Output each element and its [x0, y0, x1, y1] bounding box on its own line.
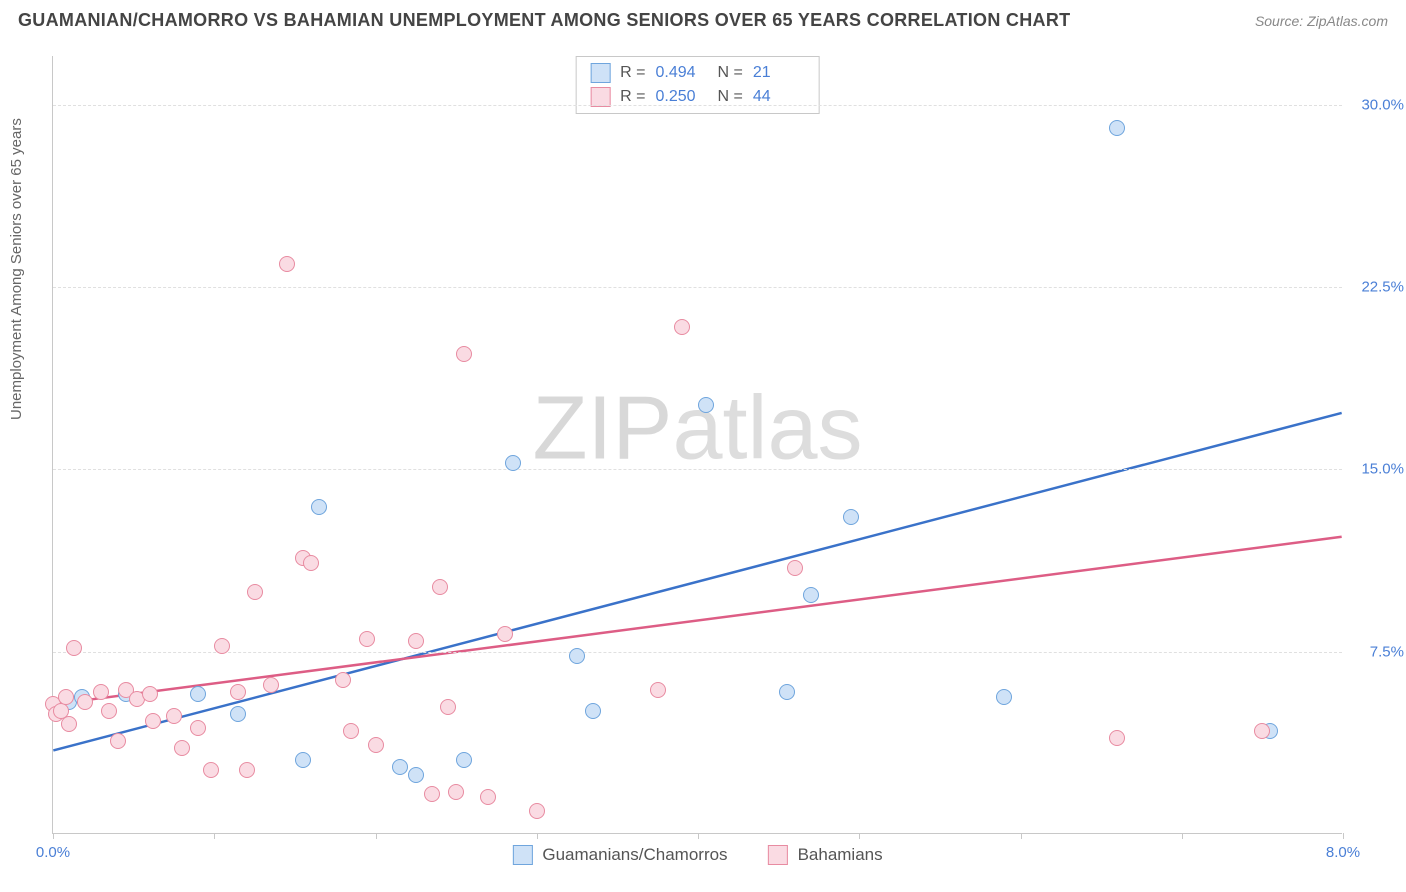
data-point: [480, 789, 496, 805]
stats-n-value: 44: [753, 88, 805, 106]
y-tick-label: 30.0%: [1361, 96, 1404, 113]
data-point: [239, 762, 255, 778]
source-label: Source: ZipAtlas.com: [1255, 13, 1388, 29]
data-point: [101, 703, 117, 719]
stats-r-label: R =: [620, 64, 645, 82]
data-point: [343, 723, 359, 739]
data-point: [1254, 723, 1270, 739]
x-tick: [376, 833, 377, 839]
data-point: [424, 786, 440, 802]
stats-row: R = 0.494 N = 21: [590, 61, 805, 85]
y-tick-label: 22.5%: [1361, 278, 1404, 295]
data-point: [58, 689, 74, 705]
bottom-legend: Guamanians/Chamorros Bahamians: [512, 845, 882, 865]
stats-r-value: 0.494: [656, 64, 708, 82]
data-point: [190, 686, 206, 702]
data-point: [585, 703, 601, 719]
x-tick: [537, 833, 538, 839]
data-point: [263, 677, 279, 693]
data-point: [1109, 120, 1125, 136]
data-point: [674, 319, 690, 335]
legend-label: Guamanians/Chamorros: [542, 845, 727, 865]
trend-lines: [53, 56, 1342, 833]
data-point: [787, 560, 803, 576]
data-point: [408, 633, 424, 649]
data-point: [174, 740, 190, 756]
y-tick-label: 7.5%: [1370, 643, 1404, 660]
data-point: [230, 706, 246, 722]
legend-item: Bahamians: [768, 845, 883, 865]
data-point: [803, 587, 819, 603]
data-point: [295, 752, 311, 768]
y-axis-label: Unemployment Among Seniors over 65 years: [8, 118, 25, 420]
data-point: [190, 720, 206, 736]
data-point: [66, 640, 82, 656]
stats-n-label: N =: [718, 64, 743, 82]
legend-item: Guamanians/Chamorros: [512, 845, 727, 865]
data-point: [93, 684, 109, 700]
data-point: [996, 689, 1012, 705]
trend-line: [53, 413, 1341, 751]
data-point: [448, 784, 464, 800]
x-tick: [1343, 833, 1344, 839]
y-tick-label: 15.0%: [1361, 461, 1404, 478]
data-point: [214, 638, 230, 654]
data-point: [359, 631, 375, 647]
data-point: [497, 626, 513, 642]
gridline-h: [53, 469, 1342, 470]
legend-label: Bahamians: [798, 845, 883, 865]
stats-n-label: N =: [718, 88, 743, 106]
legend-swatch: [768, 845, 788, 865]
x-tick: [698, 833, 699, 839]
data-point: [408, 767, 424, 783]
data-point: [569, 648, 585, 664]
stats-r-value: 0.250: [656, 88, 708, 106]
data-point: [77, 694, 93, 710]
data-point: [1109, 730, 1125, 746]
gridline-h: [53, 652, 1342, 653]
data-point: [843, 509, 859, 525]
data-point: [142, 686, 158, 702]
data-point: [247, 584, 263, 600]
data-point: [529, 803, 545, 819]
data-point: [311, 499, 327, 515]
data-point: [230, 684, 246, 700]
data-point: [303, 555, 319, 571]
stats-n-value: 21: [753, 64, 805, 82]
trend-line: [53, 537, 1341, 705]
chart-plot-area: ZIPatlas R =0.494N =21R =0.250N =44 Guam…: [52, 56, 1342, 834]
gridline-h: [53, 287, 1342, 288]
data-point: [279, 256, 295, 272]
data-point: [110, 733, 126, 749]
x-tick: [859, 833, 860, 839]
data-point: [432, 579, 448, 595]
data-point: [456, 752, 472, 768]
data-point: [505, 455, 521, 471]
x-tick: [1182, 833, 1183, 839]
x-tick: [1021, 833, 1022, 839]
data-point: [650, 682, 666, 698]
x-tick-label: 0.0%: [36, 844, 70, 861]
stats-r-label: R =: [620, 88, 645, 106]
data-point: [61, 716, 77, 732]
data-point: [368, 737, 384, 753]
data-point: [166, 708, 182, 724]
data-point: [145, 713, 161, 729]
x-tick: [53, 833, 54, 839]
x-tick: [214, 833, 215, 839]
data-point: [335, 672, 351, 688]
data-point: [456, 346, 472, 362]
data-point: [203, 762, 219, 778]
x-tick-label: 8.0%: [1326, 844, 1360, 861]
data-point: [440, 699, 456, 715]
legend-swatch: [590, 63, 610, 83]
legend-swatch: [512, 845, 532, 865]
data-point: [698, 397, 714, 413]
gridline-h: [53, 105, 1342, 106]
data-point: [392, 759, 408, 775]
data-point: [779, 684, 795, 700]
chart-title: GUAMANIAN/CHAMORRO VS BAHAMIAN UNEMPLOYM…: [18, 10, 1070, 31]
